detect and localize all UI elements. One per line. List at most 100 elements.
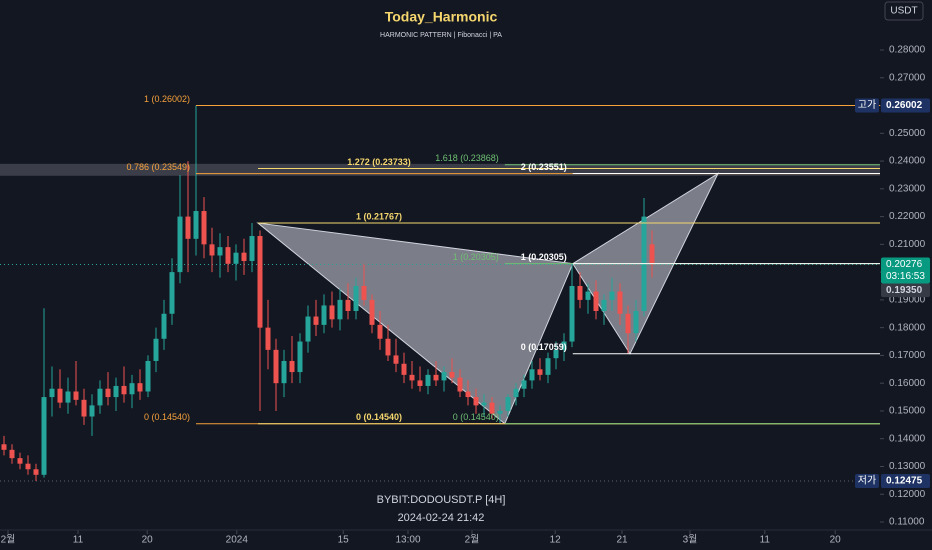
candle-body [49, 388, 55, 398]
candle-body [9, 449, 15, 459]
candle-body [409, 374, 415, 381]
candle-body [145, 360, 151, 392]
fib-label: 1.618 (0.23868) [435, 153, 499, 163]
candle-body [649, 244, 655, 265]
low-name: 저가 [858, 475, 876, 487]
candle-body [393, 355, 399, 364]
y-tick-label: 0.15000 [889, 406, 926, 417]
y-tick-label: 0.16000 [889, 378, 926, 389]
y-tick-label: 0.19000 [889, 295, 926, 306]
candle-body [305, 316, 311, 342]
candle-body [281, 360, 287, 384]
timestamp: 2024-02-24 21:42 [398, 512, 485, 524]
candle-body [337, 299, 343, 320]
chart-subtitle: HARMONIC PATTERN | Fibonacci | PA [380, 32, 502, 39]
candle-body [601, 299, 607, 311]
candle-body [545, 358, 551, 375]
fib-label: 0 (0.17059) [521, 342, 567, 352]
currency-button[interactable] [884, 1, 924, 21]
candle-body [489, 402, 495, 414]
candle-body [161, 313, 167, 339]
candle-body [561, 341, 567, 350]
x-tick-label: 20 [142, 535, 154, 546]
candle-body [361, 286, 367, 300]
candle-body [481, 402, 487, 406]
aux-tag-value: 0.19350 [886, 285, 923, 296]
currency-label[interactable]: USDT [890, 6, 917, 17]
candle-body [329, 305, 335, 320]
candle-body [73, 391, 79, 400]
candle-body [441, 372, 447, 381]
x-tick-label: 12 [550, 535, 562, 546]
candle-body [137, 383, 143, 392]
candle-body [321, 305, 327, 325]
candle-body [201, 211, 207, 245]
fib-label: 1 (0.20305) [453, 252, 499, 262]
fib-label: 1 (0.26002) [144, 94, 190, 104]
candle-body [113, 385, 119, 398]
candle-body [289, 360, 295, 373]
y-tick-label: 0.14000 [889, 433, 926, 444]
candle-body [233, 252, 239, 264]
candle-body [417, 380, 423, 386]
fib-label: 0.786 (0.23549) [126, 162, 190, 172]
candle-body [121, 385, 127, 395]
low-tag-value: 0.12475 [886, 476, 923, 487]
candle-body [497, 410, 503, 414]
x-tick-label: 2월 [465, 534, 480, 546]
candle-body [249, 236, 255, 262]
y-tick-label: 0.13000 [889, 461, 926, 472]
candle-body [401, 363, 407, 375]
candle-body [1, 444, 7, 450]
fib-label: 1 (0.20305) [521, 252, 567, 262]
candle-body [609, 291, 615, 300]
x-tick-label: 20 [830, 535, 842, 546]
candle-body [41, 397, 47, 475]
last-price-value: 0.20276 [886, 259, 923, 270]
x-tick-label: 15 [338, 535, 350, 546]
y-tick-label: 0.27000 [889, 72, 926, 83]
candle-body [353, 286, 359, 311]
candle-body [217, 247, 223, 256]
harmonic-triangle [256, 222, 574, 425]
last-price-box [881, 257, 930, 284]
candle-body [625, 313, 631, 334]
high-name-box [855, 98, 879, 113]
chart-title: Today_Harmonic [385, 9, 498, 25]
candle-body [153, 338, 159, 361]
high-name: 고가 [858, 99, 876, 111]
low-tag-box [881, 474, 930, 489]
candle-body [25, 463, 31, 470]
countdown: 03:16:53 [886, 271, 925, 282]
high-tag-value: 0.26002 [886, 100, 923, 111]
candle-body [265, 327, 271, 350]
candle-body [505, 397, 511, 411]
fib-label: 1 (0.21767) [356, 211, 402, 221]
candle-body [169, 272, 175, 314]
candle-body [377, 324, 383, 339]
symbol-watermark: BYBIT:DODOUSDT.P [4H] [377, 494, 506, 506]
candle-body [465, 391, 471, 398]
candle-body [65, 391, 71, 403]
y-tick-label: 0.22000 [889, 211, 926, 222]
y-tick-label: 0.12000 [889, 489, 926, 500]
candle-body [425, 374, 431, 386]
candle-body [513, 388, 519, 398]
candle-body [185, 216, 191, 239]
fib-label: 1.272 (0.23733) [347, 157, 411, 167]
y-tick-label: 0.18000 [889, 322, 926, 333]
candle-body [97, 388, 103, 406]
high-tag-box [881, 98, 930, 113]
x-tick-label: 11 [760, 535, 771, 546]
candle-body [241, 252, 247, 262]
candle-body [257, 236, 263, 328]
candle-body [617, 291, 623, 314]
candle-body [537, 369, 543, 375]
candle-body [89, 405, 95, 417]
candle-body [345, 299, 351, 311]
candle-body [17, 458, 23, 464]
y-tick-label: 0.23000 [889, 183, 926, 194]
candle-body [57, 388, 63, 403]
candle-body [81, 399, 87, 417]
x-tick-label: 21 [616, 535, 628, 546]
